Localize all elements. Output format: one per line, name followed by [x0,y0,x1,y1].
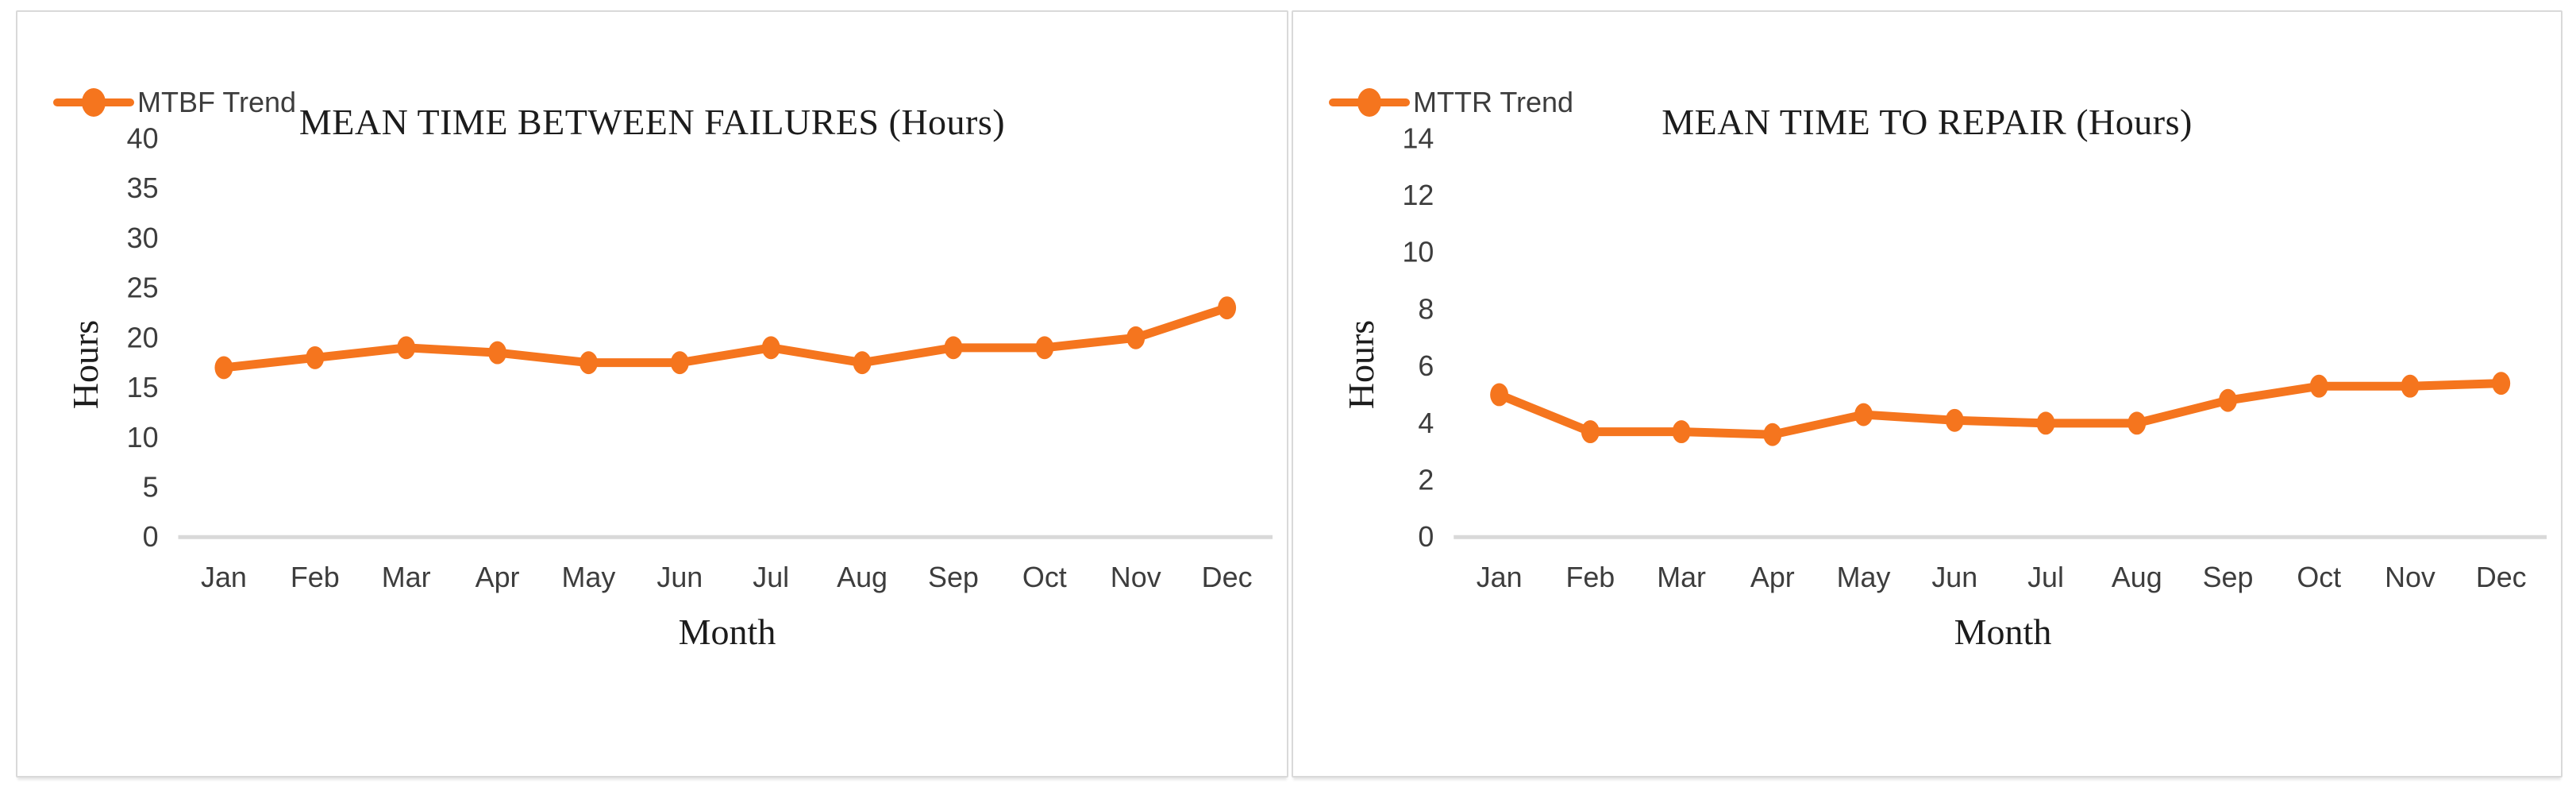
data-point-marker [944,336,963,360]
x-tick-label: Nov [1111,562,1161,593]
x-tick-label: Jul [753,562,789,593]
x-tick-label: Jan [1477,562,1523,593]
x-tick-label: Nov [2385,562,2435,593]
legend-mtbf: MTBF Trend [53,85,296,120]
legend-label: MTTR Trend [1413,86,1574,118]
y-tick-label: 6 [1418,350,1434,382]
y-tick-label: 4 [1418,407,1434,439]
x-tick-label: Feb [291,562,340,593]
x-tick-label: Dec [1202,562,1253,593]
x-tick-label: Jun [1931,562,1977,593]
chart-panel-mtbf: MTBF Trend MEAN TIME BETWEEN FAILURES (H… [16,10,1288,778]
data-point-marker [488,341,507,365]
data-point-marker [670,351,689,375]
x-tick-label: Oct [2297,562,2341,593]
trend-line [1495,379,2506,439]
y-tick-label: 30 [127,222,159,254]
data-point-marker [2036,411,2055,435]
x-tick-label: Oct [1022,562,1067,593]
data-point-marker [2401,374,2420,398]
data-point-marker [579,351,598,375]
data-point-marker [1126,326,1146,349]
y-tick-label: 10 [1402,237,1434,268]
x-tick-label: Aug [2112,562,2162,593]
y-tick-label: 10 [127,422,159,453]
legend-label: MTBF Trend [137,86,297,118]
data-point-marker [1490,383,1509,407]
x-tick-label: Apr [1750,562,1795,593]
trend-line [219,303,1232,372]
chart-title: MEAN TIME BETWEEN FAILURES (Hours) [298,102,1006,143]
x-tick-label: Aug [837,562,888,593]
y-tick-label: 0 [1418,521,1434,553]
y-tick-label: 12 [1402,179,1434,211]
data-point-marker [1035,336,1054,360]
y-tick-label: 8 [1418,293,1434,325]
line-marker-icon [1329,87,1410,118]
x-axis-title: Month [678,612,776,652]
data-point-marker [2219,388,2237,412]
y-tick-label: 2 [1418,465,1434,496]
data-point-marker [214,356,233,380]
data-point-marker [1854,403,1873,426]
data-point-marker [761,336,780,360]
x-tick-label: May [1837,562,1891,593]
x-tick-label: Apr [476,562,520,593]
y-tick-label: 15 [127,372,159,403]
x-axis-title: Month [1954,612,2052,652]
data-point-marker [2309,374,2328,398]
x-tick-label: Mar [1657,562,1706,593]
plot-area: 14 12 10 8 6 4 2 0 Jan Feb Mar Apr May Jun Jul Aug Sep Oc… [1402,122,2547,593]
y-tick-label: 14 [1402,122,1434,154]
y-tick-label: 0 [143,521,159,553]
y-tick-label: 35 [127,172,159,204]
data-point-marker [2492,372,2511,396]
y-tick-label: 40 [127,122,159,154]
chart-title: MEAN TIME TO REPAIR (Hours) [1662,102,2193,143]
y-tick-label: 25 [127,272,159,304]
line-marker-icon [53,87,134,118]
y-tick-label: 5 [143,472,159,504]
x-tick-label: Dec [2476,562,2527,593]
x-tick-label: Mar [382,562,431,593]
x-tick-label: May [562,562,616,593]
data-point-marker [2127,411,2147,435]
chart-panel-mttr: MTTR Trend MEAN TIME TO REPAIR (Hours) H… [1292,10,2563,778]
x-tick-label: Jul [2027,562,2064,593]
data-point-marker [1218,296,1237,320]
x-tick-label: Jan [201,562,247,593]
data-point-marker [1672,420,1691,444]
data-point-marker [397,336,416,360]
legend-mttr: MTTR Trend [1329,85,1573,120]
data-point-marker [1945,408,1964,432]
data-point-marker [1581,420,1600,444]
y-tick-label: 20 [127,322,159,353]
x-tick-label: Jun [657,562,703,593]
plot-area: 40 35 30 25 20 15 10 5 0 Jan Feb Mar Apr May Jun Jul Aug… [127,122,1273,593]
x-tick-label: Sep [928,562,979,593]
data-point-marker [853,351,872,375]
data-point-marker [306,345,325,369]
data-point-marker [1763,423,1782,446]
x-tick-label: Sep [2203,562,2254,593]
x-tick-label: Feb [1565,562,1615,593]
